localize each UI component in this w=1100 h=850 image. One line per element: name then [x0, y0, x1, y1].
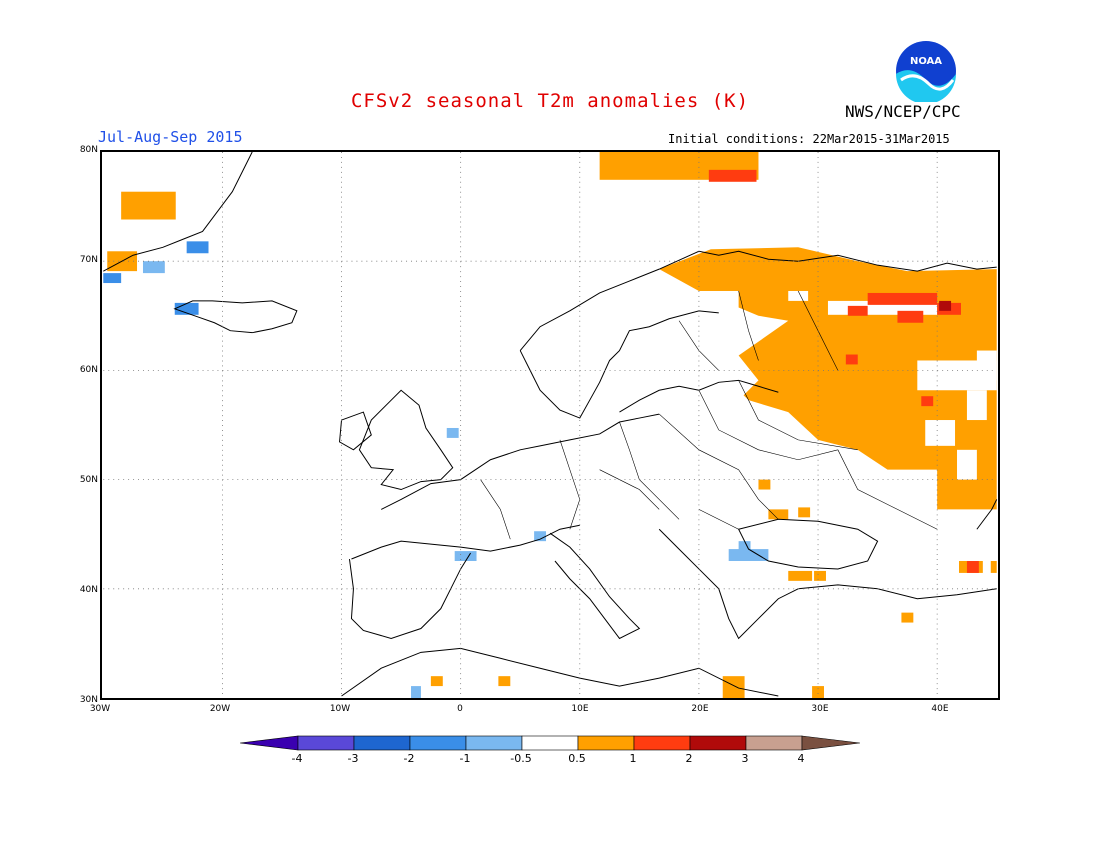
lon-tick-40e: 40E: [931, 704, 949, 714]
lat-tick-60: 60N: [79, 365, 98, 375]
colorbar-swatch: [689, 735, 747, 751]
colorbar-swatch: [409, 735, 467, 751]
colorbar-arrow-low: [240, 735, 299, 751]
lon-tick-20e: 20E: [691, 704, 709, 714]
lat-tick-70: 70N: [79, 255, 98, 265]
colorbar-label: 1: [629, 752, 637, 765]
logo-text: NOAA: [910, 56, 942, 67]
colorbar-label: -1: [459, 752, 471, 765]
colorbar: [240, 735, 860, 751]
colorbar-swatch: [745, 735, 803, 751]
colorbar-swatch: [353, 735, 411, 751]
lat-tick-40: 40N: [79, 585, 98, 595]
agency-label: NWS/NCEP/CPC: [845, 102, 961, 121]
colorbar-label: 3: [741, 752, 749, 765]
lat-tick-30: 30N: [79, 695, 98, 705]
colorbar-label: -3: [347, 752, 359, 765]
colorbar-label: 2: [685, 752, 693, 765]
colorbar-label: -2: [403, 752, 415, 765]
lon-tick-30w: 30W: [89, 704, 111, 714]
lon-tick-10e: 10E: [571, 704, 589, 714]
colorbar-swatch: [297, 735, 355, 751]
colorbar-label: 4: [797, 752, 805, 765]
lon-tick-0: 0: [457, 704, 463, 714]
anomaly-shading: [103, 152, 997, 698]
colorbar-swatch: [577, 735, 635, 751]
map-title: CFSv2 seasonal T2m anomalies (K): [350, 90, 750, 112]
coastlines: [103, 152, 998, 697]
colorbar-label: -4: [291, 752, 303, 765]
initial-conditions: Initial conditions: 22Mar2015-31Mar2015: [668, 132, 950, 146]
lat-tick-50: 50N: [79, 475, 98, 485]
colorbar-arrow-high: [801, 735, 860, 751]
colorbar-swatch: [521, 735, 579, 751]
anomaly-map: [100, 150, 1000, 700]
colorbar-label: -0.5: [510, 752, 532, 765]
lon-tick-10w: 10W: [329, 704, 351, 714]
graticule: [103, 152, 997, 698]
lon-tick-20w: 20W: [209, 704, 231, 714]
lat-tick-80: 80N: [79, 145, 98, 155]
forecast-period: Jul-Aug-Sep 2015: [98, 128, 243, 146]
colorbar-label: 0.5: [568, 752, 586, 765]
lon-tick-30e: 30E: [811, 704, 829, 714]
colorbar-swatch: [465, 735, 523, 751]
noaa-logo: NOAA: [896, 41, 956, 102]
colorbar-swatch: [633, 735, 691, 751]
